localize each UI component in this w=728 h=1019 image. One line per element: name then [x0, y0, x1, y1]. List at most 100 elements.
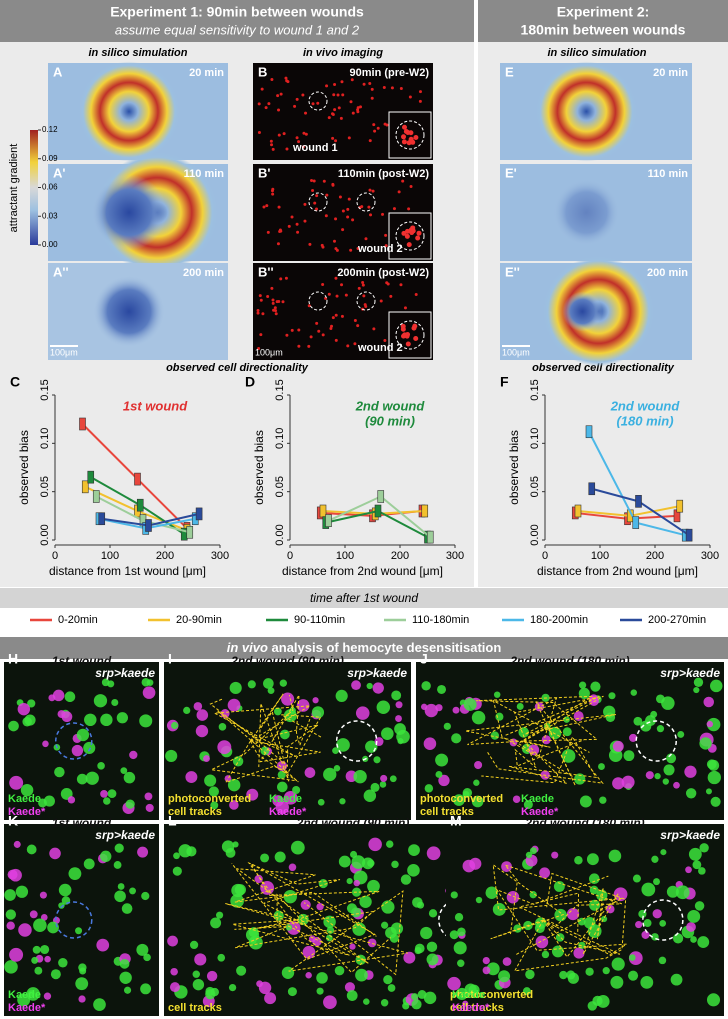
- cell: [397, 738, 404, 745]
- tracks-label: photoconverted: [420, 793, 503, 805]
- cell: [449, 930, 459, 940]
- cell: [119, 958, 130, 969]
- annotation: (180 min): [616, 413, 673, 428]
- cell: [492, 902, 506, 916]
- cell: [356, 110, 360, 114]
- cell: [322, 179, 326, 183]
- cell: [54, 766, 65, 778]
- cell: [686, 922, 696, 932]
- cell: [403, 128, 409, 134]
- panel-title: 1st wound: [52, 816, 112, 830]
- cell: [232, 756, 244, 767]
- cell: [276, 94, 280, 98]
- cell: [553, 880, 565, 892]
- cell: [408, 844, 420, 856]
- cell: [228, 983, 237, 992]
- cell: [405, 341, 411, 347]
- cell-track: [234, 910, 375, 949]
- cell: [277, 108, 281, 112]
- box-marker: [186, 525, 194, 539]
- cell: [278, 228, 282, 232]
- cell: [382, 85, 386, 89]
- cell: [529, 847, 537, 855]
- cell: [236, 965, 247, 976]
- kaede-label: Kaede: [452, 989, 485, 1001]
- cell: [363, 998, 370, 1005]
- cell: [296, 699, 310, 712]
- y-tick-label: 0.00: [39, 524, 51, 545]
- experiment-title: 180min between wounds: [521, 22, 686, 38]
- cell: [6, 921, 15, 930]
- cell: [632, 874, 641, 883]
- panel-time: 110 min: [184, 168, 225, 180]
- cell: [316, 987, 324, 995]
- cell: [292, 785, 301, 794]
- cell: [351, 680, 361, 691]
- cell: [334, 217, 338, 221]
- genotype: srp>kaede: [660, 828, 720, 842]
- cell: [573, 711, 584, 722]
- cell: [707, 770, 721, 785]
- cell: [390, 86, 394, 90]
- cell: [346, 878, 353, 885]
- cell: [297, 328, 301, 332]
- cell: [401, 139, 407, 145]
- box-marker: [374, 504, 382, 518]
- cell: [391, 860, 399, 869]
- panel-time: 90min (pre-W2): [350, 67, 430, 79]
- cell: [350, 78, 354, 82]
- cell: [283, 790, 298, 805]
- cell: [372, 682, 384, 694]
- cell: [451, 733, 462, 744]
- cell: [336, 93, 340, 97]
- cell: [351, 111, 355, 115]
- cell: [78, 963, 87, 972]
- cell: [347, 136, 351, 140]
- cell: [399, 283, 403, 287]
- cell: [277, 205, 281, 209]
- cell: [260, 746, 270, 756]
- cell: [534, 923, 545, 934]
- panel-label: E: [505, 64, 514, 79]
- cell: [83, 858, 95, 870]
- cell: [612, 740, 624, 752]
- cell: [208, 786, 219, 797]
- panel-label: A': [53, 165, 65, 180]
- cell: [490, 731, 500, 740]
- panel-time: 20 min: [189, 67, 224, 79]
- cell: [687, 909, 701, 923]
- cell: [535, 935, 549, 949]
- cell: [629, 733, 638, 742]
- cell: [373, 756, 381, 764]
- cell-track: [209, 698, 319, 768]
- cell: [369, 213, 373, 217]
- cell: [411, 993, 419, 1001]
- cell: [471, 710, 486, 725]
- cell: [383, 975, 393, 985]
- cell: [485, 886, 498, 899]
- cell-track: [513, 872, 627, 972]
- cell: [411, 999, 422, 1010]
- cell: [416, 230, 422, 236]
- box-marker: [676, 499, 684, 513]
- cell: [654, 773, 661, 780]
- cell: [453, 941, 467, 955]
- cell: [266, 230, 270, 234]
- cell: [551, 945, 564, 958]
- cell: [339, 116, 343, 120]
- column-title: in silico simulation: [547, 47, 646, 59]
- cell: [428, 909, 438, 918]
- cell: [612, 777, 625, 790]
- cell: [136, 943, 149, 956]
- cell: [525, 969, 535, 980]
- cell: [311, 706, 325, 719]
- y-axis-label: observed bias: [507, 430, 521, 505]
- cell: [516, 703, 524, 710]
- cell: [408, 130, 414, 136]
- legend-label: 90-110min: [294, 614, 345, 626]
- cell: [8, 720, 19, 732]
- cell-track: [476, 695, 599, 777]
- cell: [502, 957, 512, 966]
- kaede-label: Kaede*: [521, 806, 559, 818]
- box-marker: [635, 495, 642, 508]
